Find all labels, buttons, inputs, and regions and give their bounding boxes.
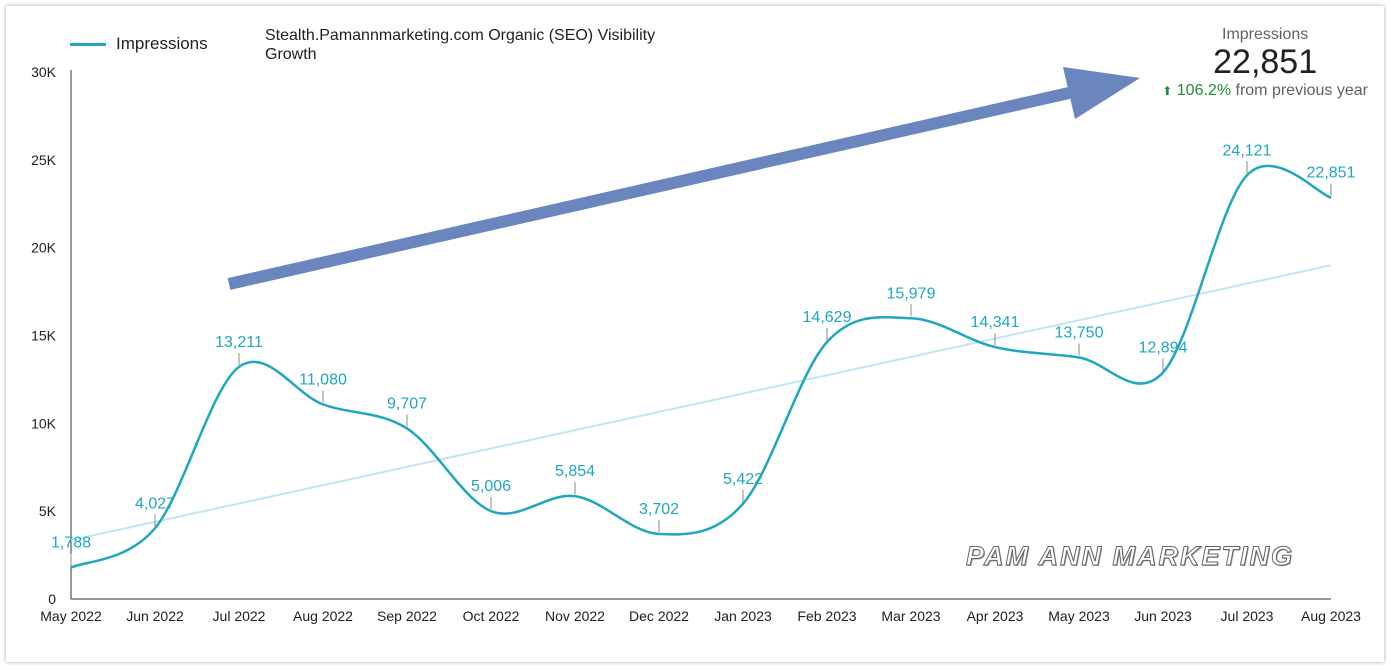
data-label: 12,894 — [1139, 339, 1188, 356]
data-point — [70, 567, 72, 569]
x-tick-label: Jul 2022 — [213, 608, 266, 624]
delta-text: from previous year — [1235, 82, 1369, 99]
chart-legend[interactable]: Impressions — [70, 34, 208, 54]
x-tick-label: Jan 2023 — [714, 608, 772, 624]
growth-arrow-head — [1063, 67, 1140, 119]
y-tick-label: 0 — [48, 591, 56, 607]
data-point — [574, 495, 576, 497]
x-tick-label: Dec 2022 — [629, 608, 689, 624]
x-tick-label: Feb 2023 — [797, 608, 856, 624]
scorecard: Impressions 22,851 ⬆ 106.2% from previou… — [1162, 26, 1368, 100]
data-label: 24,121 — [1223, 142, 1272, 159]
data-label: 3,702 — [639, 501, 679, 518]
data-label: 5,006 — [471, 478, 511, 495]
impressions-line — [70, 164, 1332, 569]
scorecard-label: Impressions — [1222, 26, 1309, 43]
data-point — [1162, 371, 1164, 373]
trendline-path — [70, 264, 1332, 542]
scorecard-value: 22,851 — [1213, 43, 1318, 81]
x-tick-label: Jun 2023 — [1134, 608, 1192, 624]
chart-card — [6, 6, 1384, 662]
data-point — [490, 510, 492, 512]
x-tick-label: Aug 2022 — [293, 608, 353, 624]
chart-title: Stealth.Pamannmarketing.com Organic (SEO… — [265, 27, 656, 63]
trendline — [70, 264, 1332, 542]
data-label: 13,211 — [215, 334, 263, 351]
x-tick-label: Jun 2022 — [126, 608, 184, 624]
data-point — [1078, 356, 1080, 358]
y-tick-label: 10K — [31, 415, 57, 431]
watermark-logo: PAM ANN MARKETING — [966, 541, 1294, 572]
x-tick-label: Apr 2023 — [967, 608, 1024, 624]
data-point — [994, 346, 996, 348]
y-axis: 0 5K 10K 15K 20K 25K 30K — [31, 64, 72, 607]
data-point — [154, 527, 156, 529]
data-label: 13,750 — [1055, 324, 1104, 341]
legend-swatch — [70, 42, 106, 46]
data-point — [910, 317, 912, 319]
growth-arrow-shaft — [227, 84, 1084, 290]
y-tick-label: 5K — [39, 503, 57, 519]
y-tick-label: 15K — [31, 328, 57, 344]
data-label: 9,707 — [387, 395, 427, 412]
data-label: 4,027 — [135, 495, 175, 512]
x-tick-label: Jul 2023 — [1221, 608, 1274, 624]
x-tick-label: Sep 2022 — [377, 608, 437, 624]
x-axis: May 2022 Jun 2022 Jul 2022 Aug 2022 Sep 2022… — [40, 598, 1361, 624]
data-labels: 1,788 4,027 13,211 11,080 9,707 5,006 5,854 3,7… — [51, 142, 1356, 569]
data-point — [658, 533, 660, 535]
x-tick-label: May 2023 — [1048, 608, 1110, 624]
growth-arrow-icon — [227, 67, 1140, 290]
x-tick-label: May 2022 — [40, 608, 102, 624]
data-label: 5,854 — [555, 463, 595, 480]
delta-percent: 106.2% — [1176, 82, 1232, 99]
y-tick-label: 25K — [31, 152, 57, 168]
data-point — [406, 427, 408, 429]
data-point — [826, 341, 828, 343]
x-tick-label: Mar 2023 — [881, 608, 940, 624]
data-point — [1246, 174, 1248, 176]
data-label: 5,422 — [723, 471, 763, 488]
data-point — [322, 403, 324, 405]
data-point — [238, 366, 240, 368]
data-label: 15,979 — [887, 285, 936, 302]
x-tick-label: Nov 2022 — [545, 608, 605, 624]
data-label: 14,629 — [803, 309, 852, 326]
y-tick-label: 30K — [31, 64, 57, 80]
data-point — [742, 503, 744, 505]
data-label: 22,851 — [1307, 165, 1356, 182]
data-label: 11,080 — [299, 371, 347, 388]
data-label: 14,341 — [971, 314, 1020, 331]
y-tick-label: 20K — [31, 240, 57, 256]
data-point — [1330, 197, 1332, 199]
data-label: 1,788 — [51, 535, 91, 552]
x-tick-label: Aug 2023 — [1301, 608, 1361, 624]
legend-label: Impressions — [116, 34, 208, 53]
up-arrow-icon: ⬆ — [1162, 84, 1173, 98]
impressions-series — [70, 164, 1332, 569]
x-tick-label: Oct 2022 — [463, 608, 520, 624]
scorecard-delta: ⬆ 106.2% from previous year — [1162, 82, 1368, 100]
